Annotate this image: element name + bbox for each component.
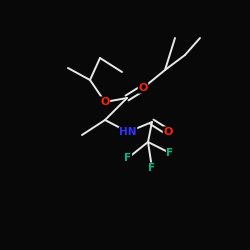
Text: O: O xyxy=(138,83,148,93)
Text: F: F xyxy=(124,153,132,163)
Text: F: F xyxy=(148,163,156,173)
Text: F: F xyxy=(166,148,173,158)
Text: HN: HN xyxy=(119,127,137,137)
Text: O: O xyxy=(100,97,110,107)
Text: O: O xyxy=(163,127,173,137)
